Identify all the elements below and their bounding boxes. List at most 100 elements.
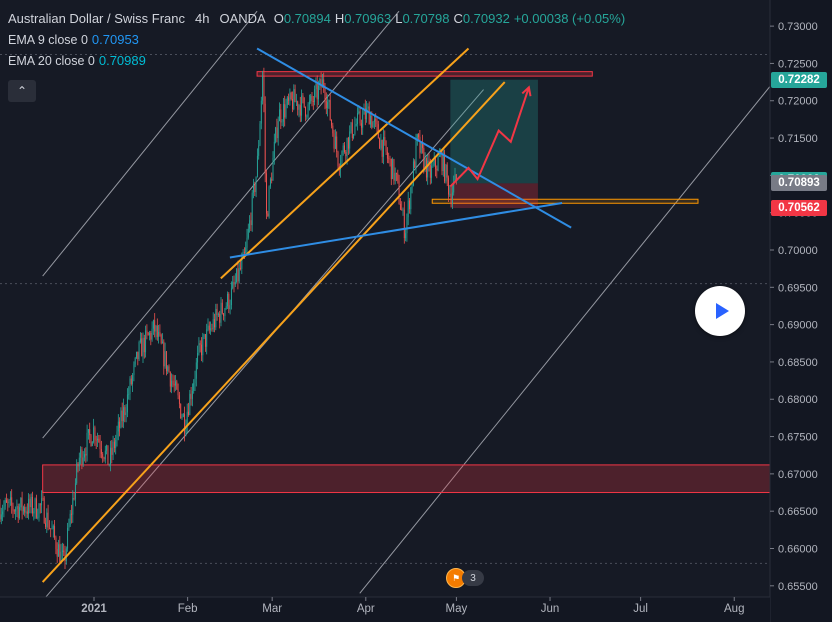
candle: [358, 111, 360, 114]
candle: [167, 366, 169, 372]
candle: [215, 308, 217, 328]
price-tick-label: 0.70000: [778, 245, 818, 257]
candle: [363, 108, 365, 115]
candle: [449, 193, 451, 195]
play-icon: [715, 303, 729, 319]
candle: [108, 464, 110, 465]
candle: [448, 177, 449, 195]
candle: [145, 330, 147, 353]
time-tick-label: Jul: [633, 603, 648, 615]
candle: [115, 439, 117, 448]
candle: [332, 125, 334, 134]
candle: [237, 268, 239, 282]
candle: [142, 337, 144, 357]
candle: [107, 445, 109, 465]
candle: [198, 343, 200, 353]
candle: [50, 528, 52, 529]
collapse-legend-button[interactable]: ⌃: [8, 80, 36, 102]
candle: [390, 158, 392, 180]
candle: [228, 293, 230, 310]
symbol-name[interactable]: Australian Dollar / Swiss Franc: [8, 11, 185, 26]
indicator-ema9[interactable]: EMA 9 close 0 0.70953: [8, 29, 625, 50]
candle: [331, 120, 332, 126]
candle: [290, 92, 292, 99]
indicator-ema20[interactable]: EMA 20 close 0 0.70989: [8, 50, 625, 71]
candle: [162, 341, 163, 344]
candle: [112, 441, 114, 455]
candle: [21, 497, 23, 512]
replay-button[interactable]: [695, 286, 745, 336]
candle: [268, 186, 270, 217]
candle: [362, 114, 364, 128]
candle: [85, 454, 87, 456]
candle: [91, 441, 93, 447]
resistance-zone: [256, 71, 593, 77]
candle: [272, 157, 274, 181]
projection-arrow: [449, 85, 532, 188]
candle: [43, 498, 45, 524]
trend-lines[interactable]: [41, 47, 572, 583]
candle: [275, 127, 277, 142]
candle: [276, 127, 278, 139]
candle: [171, 380, 173, 387]
candle: [146, 330, 148, 333]
channel-line: [42, 10, 258, 277]
candle: [177, 389, 179, 396]
candle: [77, 463, 79, 467]
candle: [323, 79, 325, 88]
data-source[interactable]: OANDA: [219, 11, 266, 26]
candle: [407, 200, 409, 218]
candle: [182, 414, 184, 417]
time-tick-label: May: [446, 603, 468, 615]
candle: [409, 200, 410, 210]
time-axis[interactable]: 2021 Feb Mar Apr May Jun Jul Aug: [0, 596, 770, 622]
candle: [117, 421, 119, 432]
candle: [367, 106, 369, 109]
candle: [128, 394, 130, 395]
candle: [403, 209, 405, 239]
candle: [154, 320, 156, 332]
candle: [353, 134, 355, 139]
candle: [303, 97, 305, 107]
candle: [416, 134, 418, 141]
candle: [67, 527, 69, 549]
candle: [8, 500, 10, 504]
candle: [97, 438, 98, 441]
candle: [453, 181, 455, 193]
candle: [172, 380, 174, 384]
candle: [195, 362, 197, 379]
candle: [318, 85, 319, 100]
candle: [58, 544, 59, 557]
candle: [210, 328, 212, 331]
channel-line: [42, 10, 400, 439]
candle: [351, 122, 353, 139]
interval[interactable]: 4h: [195, 11, 210, 26]
candle: [243, 251, 245, 254]
candle: [78, 457, 80, 467]
candle: [207, 325, 209, 330]
candle: [141, 338, 143, 357]
candle: [260, 100, 262, 124]
price-axis[interactable]: 0.730000.725000.720000.715000.710000.705…: [769, 0, 832, 622]
candle: [98, 438, 100, 443]
candle: [419, 136, 421, 153]
candle: [436, 168, 438, 171]
candle: [89, 429, 91, 436]
candle: [65, 548, 67, 562]
candle: [442, 153, 444, 172]
candle: [364, 108, 366, 120]
candle: [152, 320, 154, 329]
candle: [151, 328, 153, 340]
candle: [256, 155, 258, 177]
candle: [385, 140, 387, 152]
candle: [51, 528, 53, 530]
candle: [119, 421, 121, 428]
candle: [412, 161, 414, 186]
candle: [437, 156, 439, 171]
candle: [199, 343, 201, 345]
candle: [251, 192, 253, 226]
economic-events[interactable]: ⚑ 3: [446, 568, 484, 588]
candle: [402, 209, 404, 211]
